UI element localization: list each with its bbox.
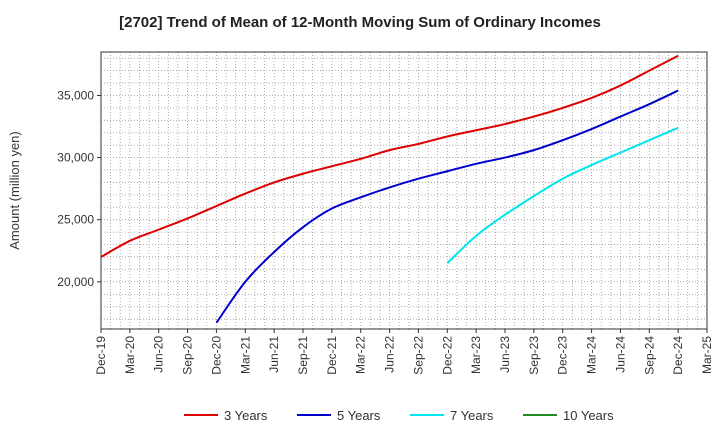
x-tick-label: Dec-24	[671, 336, 685, 375]
x-tick-label: Mar-24	[585, 336, 599, 374]
x-tick-label: Mar-23	[469, 336, 483, 374]
x-tick-label: Sep-23	[527, 336, 541, 375]
x-tick-label: Jun-21	[267, 336, 281, 373]
y-axis-label: Amount (million yen)	[7, 131, 22, 250]
x-tick-label: Sep-24	[642, 336, 656, 375]
x-tick-label: Sep-20	[181, 336, 195, 375]
plot-area	[101, 52, 707, 329]
x-tick-label: Mar-25	[700, 336, 714, 374]
x-tick-label: Jun-22	[383, 336, 397, 373]
x-tick-label: Sep-21	[296, 336, 310, 375]
x-tick-label: Dec-21	[325, 336, 339, 375]
series-line-3-years	[100, 54, 679, 258]
x-tick-label: Mar-21	[238, 336, 252, 374]
plot-frame	[100, 51, 708, 330]
chart-title: [2702] Trend of Mean of 12-Month Moving …	[119, 14, 601, 31]
series-line-5-years	[215, 89, 679, 324]
x-tick-label: Dec-23	[556, 336, 570, 375]
x-tick-label: Dec-19	[94, 336, 108, 375]
x-tick-label: Sep-22	[411, 336, 425, 375]
legend-label: 3 Years	[224, 408, 268, 423]
x-tick-label: Dec-20	[209, 336, 223, 375]
legend-label: 5 Years	[337, 408, 381, 423]
x-tick-label: Dec-22	[440, 336, 454, 375]
series-line-7-years	[446, 126, 679, 264]
x-tick-label: Mar-20	[123, 336, 137, 374]
y-tick-label: 20,000	[57, 275, 94, 289]
x-tick-label: Jun-23	[498, 336, 512, 373]
y-tick-label: 35,000	[57, 88, 94, 102]
x-tick-label: Jun-20	[152, 336, 166, 373]
x-tick-label: Mar-22	[354, 336, 368, 374]
y-tick-label: 30,000	[57, 151, 94, 165]
x-tick-label: Jun-24	[613, 336, 627, 373]
legend-label: 10 Years	[563, 408, 614, 423]
legend-label: 7 Years	[450, 408, 494, 423]
y-tick-label: 25,000	[57, 213, 94, 227]
